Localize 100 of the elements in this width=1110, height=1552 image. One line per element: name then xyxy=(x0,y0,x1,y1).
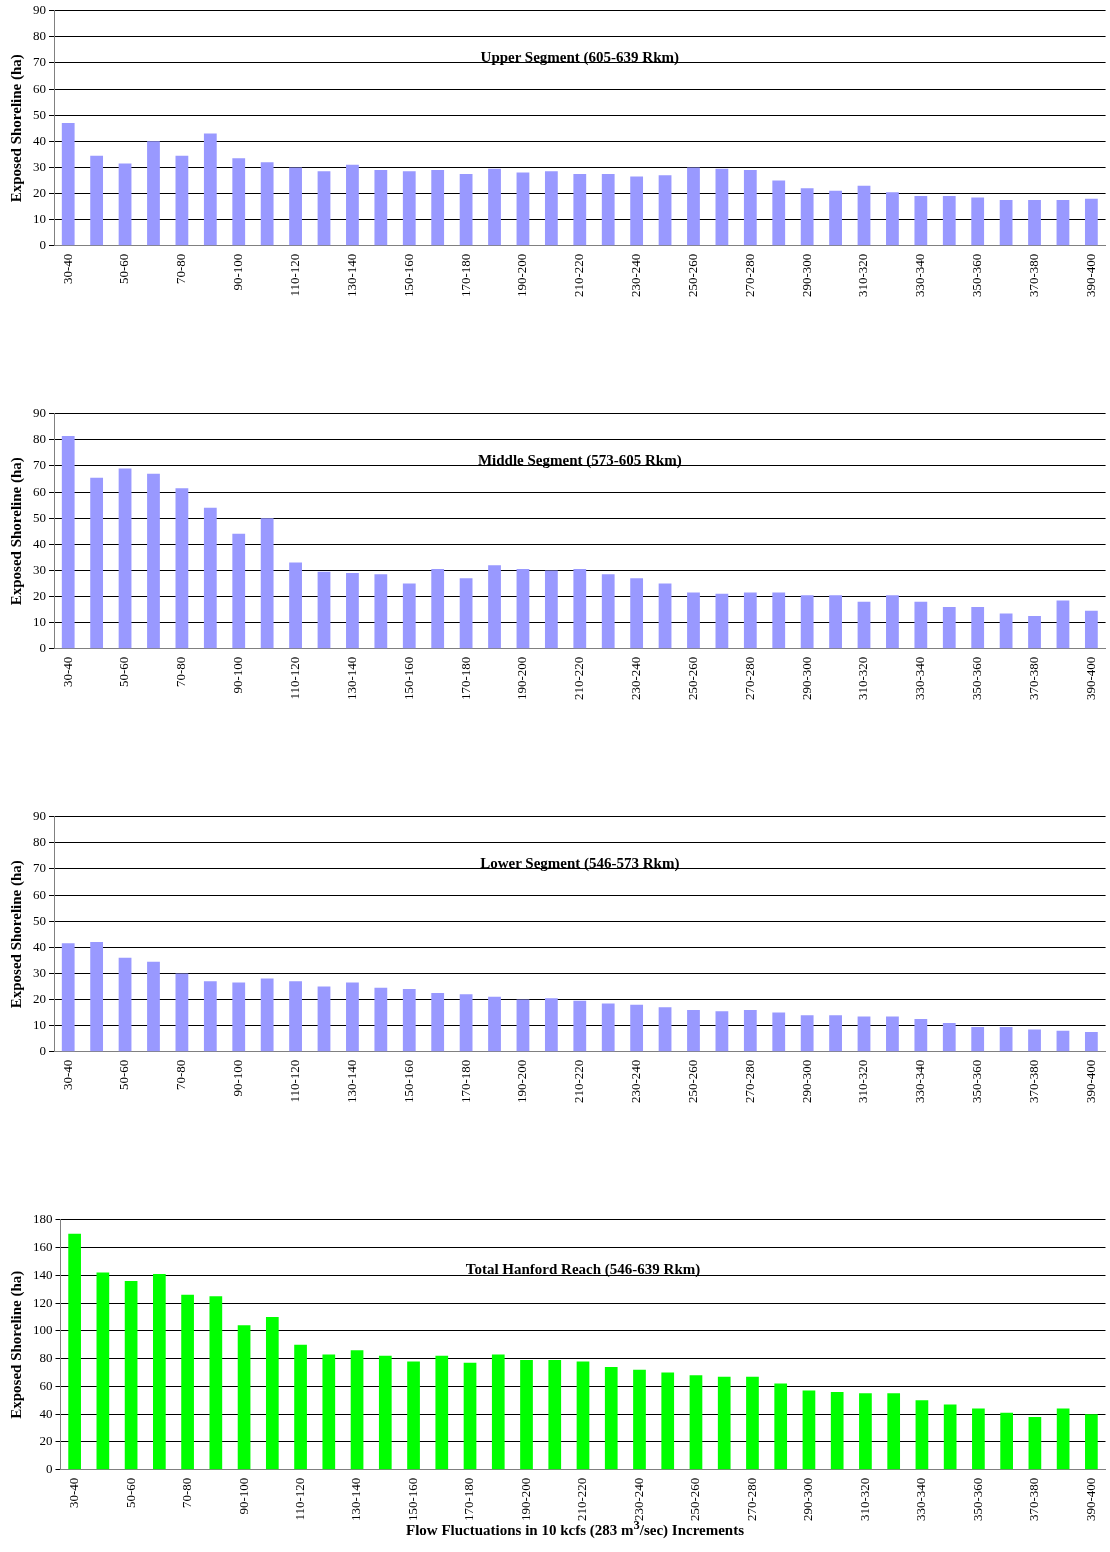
x-tick-label: 290-300 xyxy=(800,1477,816,1522)
bar xyxy=(459,173,473,246)
bar xyxy=(516,172,530,246)
y-tick-label: 10 xyxy=(33,614,46,629)
text: Lower Segment (546-573 Rkm) xyxy=(480,854,680,872)
bar xyxy=(886,595,899,649)
bar xyxy=(61,435,75,649)
bar xyxy=(346,164,359,246)
y-tick-label: 90 xyxy=(33,808,46,824)
y-tick-label: 50 xyxy=(33,509,46,525)
bar xyxy=(374,574,388,649)
bar xyxy=(289,167,302,246)
bar xyxy=(488,168,501,246)
x-tick-label: 130-140 xyxy=(343,253,359,298)
x-tick-label: 310-320 xyxy=(855,656,871,701)
bar xyxy=(772,180,786,246)
bar xyxy=(715,1011,729,1052)
y-tick-label: 80 xyxy=(33,834,46,850)
y-tick-label: 20 xyxy=(33,587,46,603)
bar xyxy=(175,488,189,649)
bar xyxy=(971,1026,985,1052)
bar xyxy=(829,190,842,246)
x-tick-label: 190-200 xyxy=(514,656,530,701)
bar xyxy=(346,982,359,1052)
bar xyxy=(601,173,615,246)
bar xyxy=(459,578,473,649)
bar xyxy=(971,197,985,246)
bar xyxy=(774,1383,788,1470)
bar xyxy=(378,1355,392,1470)
bar xyxy=(203,133,217,246)
y-tick-label: 100 xyxy=(33,1322,53,1338)
y-tick-label: 0 xyxy=(46,1461,53,1477)
bar xyxy=(576,1361,590,1470)
bar xyxy=(374,169,388,246)
bar xyxy=(1056,1030,1070,1052)
bar xyxy=(800,188,814,246)
x-tick-label: 350-360 xyxy=(969,253,985,298)
bar xyxy=(90,477,104,649)
x-tick-label: 350-360 xyxy=(969,1059,985,1104)
x-tick-label: 390-400 xyxy=(1082,1477,1098,1522)
x-tick-label: 230-240 xyxy=(630,1477,646,1522)
x-tick-label: 150-160 xyxy=(404,1477,420,1522)
bar xyxy=(61,943,75,1052)
bar xyxy=(772,1012,786,1052)
bar xyxy=(544,998,558,1052)
y-tick-label: 160 xyxy=(33,1238,53,1254)
x-tick-label: 250-260 xyxy=(684,253,700,298)
y-axis-title: Exposed Shoreline (ha) xyxy=(7,860,25,1009)
y-tick-label: 20 xyxy=(33,184,46,200)
x-tick-label: 330-340 xyxy=(912,253,928,298)
y-tick-label: 70 xyxy=(33,54,46,70)
bar xyxy=(260,162,274,246)
bar xyxy=(630,1004,644,1052)
bar xyxy=(317,986,331,1052)
x-tick-label: 150-160 xyxy=(400,656,416,701)
bar xyxy=(800,1015,814,1052)
x-tick-label: 250-260 xyxy=(687,1477,703,1522)
bar xyxy=(548,1360,562,1470)
bar xyxy=(942,196,956,246)
bar xyxy=(175,155,189,246)
y-tick-label: 40 xyxy=(33,938,46,954)
bar xyxy=(1084,610,1098,649)
x-tick-label: 370-380 xyxy=(1025,253,1041,298)
x-tick-label: 70-80 xyxy=(173,656,189,688)
bar xyxy=(1028,616,1041,649)
bar xyxy=(90,155,104,246)
bar xyxy=(857,1016,871,1052)
x-tick-label: 170-180 xyxy=(457,253,473,298)
bar xyxy=(829,1015,842,1052)
bar xyxy=(203,507,217,649)
bar xyxy=(746,1376,759,1470)
bar xyxy=(830,1391,844,1470)
bar xyxy=(68,1233,81,1470)
bar xyxy=(743,1009,757,1052)
bar xyxy=(633,1369,646,1470)
y-tick-label: 70 xyxy=(33,860,46,876)
bar xyxy=(61,123,75,246)
bar xyxy=(1056,200,1070,246)
x-tick-label: 330-340 xyxy=(912,1059,928,1104)
x-tick-label: 70-80 xyxy=(173,253,189,285)
x-tick-label: 350-360 xyxy=(969,656,985,701)
bar xyxy=(743,169,757,246)
bar xyxy=(488,565,501,649)
bar xyxy=(516,999,530,1052)
x-tick-label: 170-180 xyxy=(457,1059,473,1104)
x-tick-label: 390-400 xyxy=(1082,1059,1098,1104)
bar xyxy=(544,570,558,649)
bar xyxy=(1028,200,1041,246)
bar xyxy=(573,569,587,649)
bar xyxy=(999,1026,1013,1052)
y-tick-label: 80 xyxy=(33,28,46,44)
bar xyxy=(237,1325,251,1470)
x-tick-label: 390-400 xyxy=(1082,656,1098,701)
bar xyxy=(260,518,274,649)
bar xyxy=(350,1350,364,1470)
x-tick-label: 310-320 xyxy=(855,253,871,298)
x-tick-label: 110-120 xyxy=(287,656,302,700)
bar xyxy=(601,574,615,649)
x-tick-label: 130-140 xyxy=(343,1059,359,1104)
y-tick-label: 70 xyxy=(33,457,46,473)
